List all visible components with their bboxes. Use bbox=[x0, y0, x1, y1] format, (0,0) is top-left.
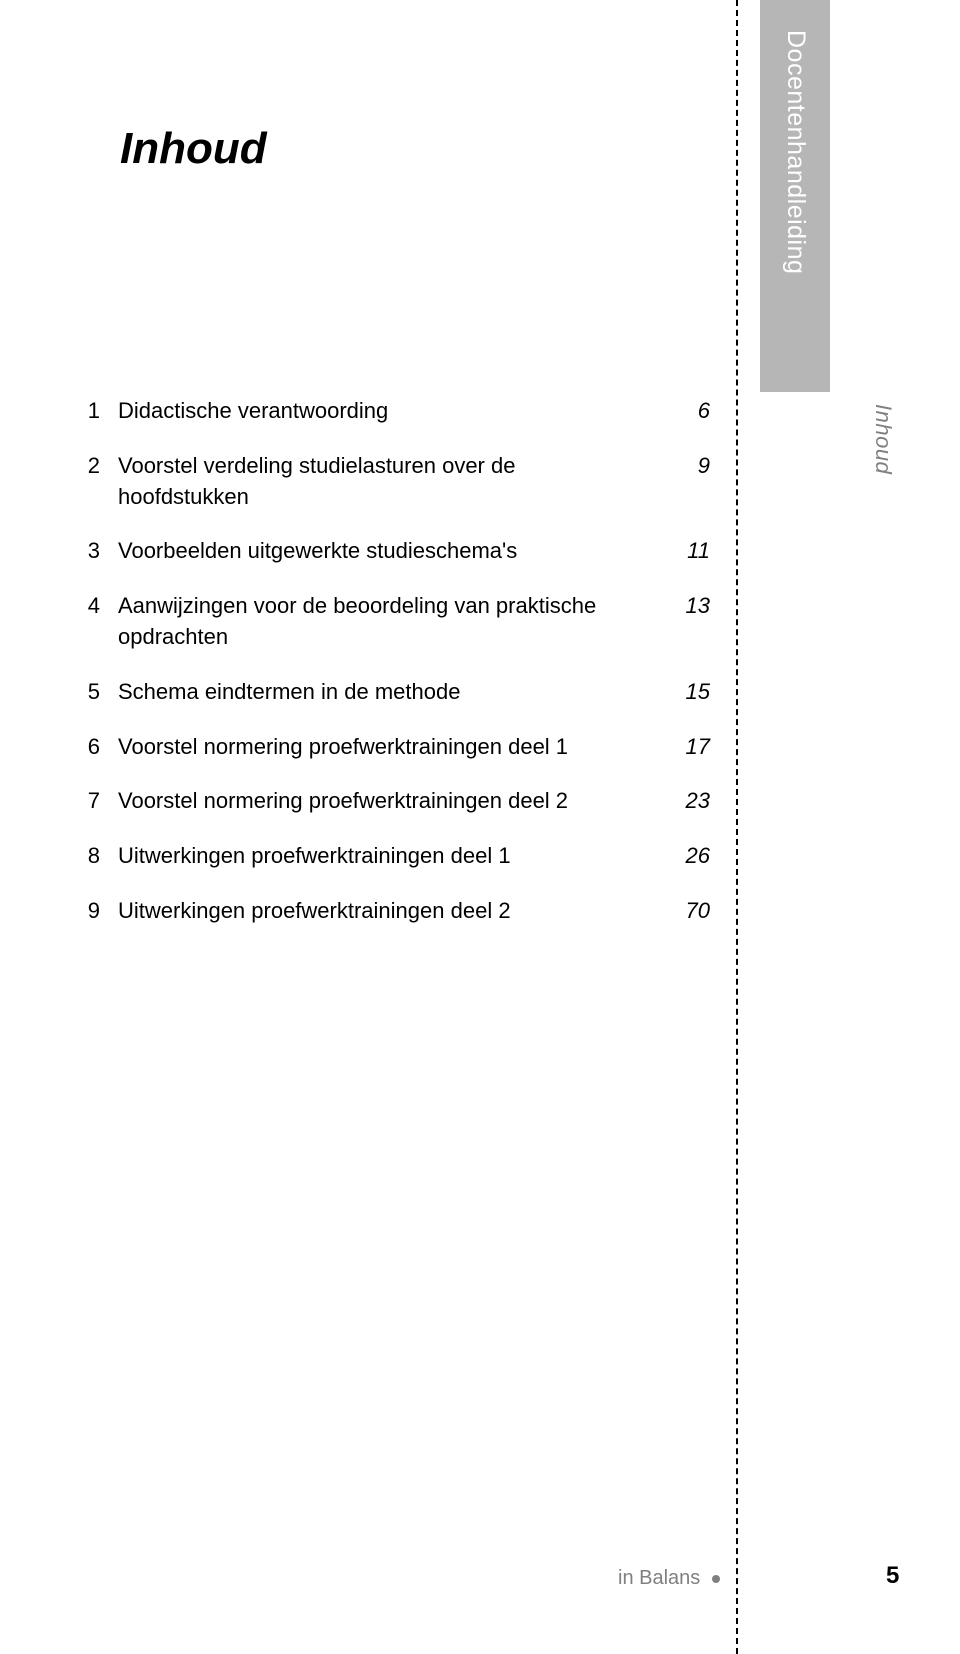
page: Docentenhandleiding Inhoud Inhoud 1 Dida… bbox=[0, 0, 960, 1654]
toc-item-label: Aanwijzingen voor de beoordeling van pra… bbox=[100, 591, 650, 653]
toc-row: 8 Uitwerkingen proefwerktrainingen deel … bbox=[64, 841, 710, 872]
toc-item-label: Voorstel verdeling studielasturen over d… bbox=[100, 451, 650, 513]
toc-item-page: 15 bbox=[650, 677, 710, 708]
toc-item-page: 11 bbox=[650, 536, 710, 567]
toc-row: 9 Uitwerkingen proefwerktrainingen deel … bbox=[64, 896, 710, 927]
footer-page-number: 5 bbox=[886, 1562, 899, 1590]
section-label-inhoud: Inhoud bbox=[870, 404, 896, 474]
toc-item-number: 3 bbox=[64, 536, 100, 567]
toc-item-page: 13 bbox=[650, 591, 710, 622]
table-of-contents: 1 Didactische verantwoording 6 2 Voorste… bbox=[64, 396, 710, 951]
toc-item-number: 1 bbox=[64, 396, 100, 427]
toc-row: 6 Voorstel normering proefwerktrainingen… bbox=[64, 732, 710, 763]
toc-row: 3 Voorbeelden uitgewerkte studieschema's… bbox=[64, 536, 710, 567]
toc-item-label: Uitwerkingen proefwerktrainingen deel 2 bbox=[100, 896, 650, 927]
toc-item-page: 9 bbox=[650, 451, 710, 482]
toc-item-label: Voorstel normering proefwerktrainingen d… bbox=[100, 732, 650, 763]
toc-item-number: 7 bbox=[64, 786, 100, 817]
toc-item-number: 2 bbox=[64, 451, 100, 482]
footer-brand-text: in Balans bbox=[618, 1567, 700, 1589]
toc-item-label: Voorstel normering proefwerktrainingen d… bbox=[100, 786, 650, 817]
toc-item-label: Voorbeelden uitgewerkte studieschema's bbox=[100, 536, 650, 567]
toc-item-number: 6 bbox=[64, 732, 100, 763]
page-title: Inhoud bbox=[120, 124, 267, 174]
toc-row: 1 Didactische verantwoording 6 bbox=[64, 396, 710, 427]
toc-item-label: Uitwerkingen proefwerktrainingen deel 1 bbox=[100, 841, 650, 872]
toc-row: 2 Voorstel verdeling studielasturen over… bbox=[64, 451, 710, 513]
footer-brand: in Balans bbox=[618, 1567, 720, 1590]
toc-item-label: Didactische verantwoording bbox=[100, 396, 650, 427]
toc-item-number: 5 bbox=[64, 677, 100, 708]
toc-item-number: 9 bbox=[64, 896, 100, 927]
side-tab-docentenhandleiding: Docentenhandleiding bbox=[760, 0, 830, 392]
toc-item-page: 70 bbox=[650, 896, 710, 927]
toc-row: 7 Voorstel normering proefwerktrainingen… bbox=[64, 786, 710, 817]
toc-item-label: Schema eindtermen in de methode bbox=[100, 677, 650, 708]
bullet-icon bbox=[712, 1575, 720, 1583]
toc-item-page: 17 bbox=[650, 732, 710, 763]
toc-item-page: 6 bbox=[650, 396, 710, 427]
toc-row: 5 Schema eindtermen in de methode 15 bbox=[64, 677, 710, 708]
toc-item-number: 4 bbox=[64, 591, 100, 622]
vertical-dashed-divider bbox=[736, 0, 738, 1654]
toc-row: 4 Aanwijzingen voor de beoordeling van p… bbox=[64, 591, 710, 653]
toc-item-number: 8 bbox=[64, 841, 100, 872]
toc-item-page: 26 bbox=[650, 841, 710, 872]
toc-item-page: 23 bbox=[650, 786, 710, 817]
